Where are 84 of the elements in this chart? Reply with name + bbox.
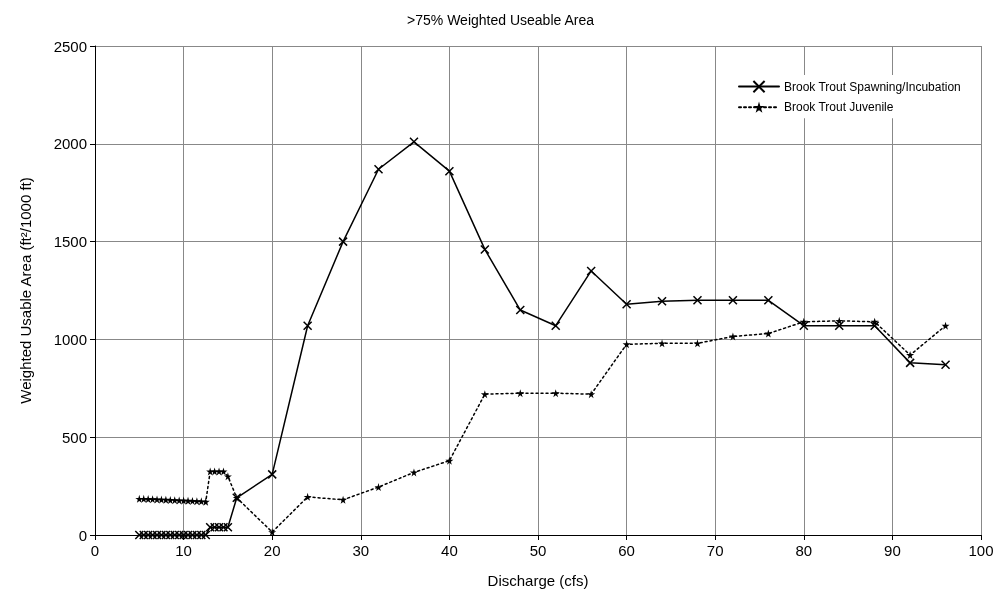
point — [622, 340, 631, 349]
point — [728, 332, 737, 341]
point — [339, 495, 348, 504]
point — [692, 295, 703, 306]
point — [303, 492, 312, 501]
x-axis-title: Discharge (cfs) — [487, 572, 589, 589]
point — [870, 317, 879, 326]
point — [196, 530, 207, 540]
point — [835, 316, 844, 325]
point — [374, 483, 383, 492]
point — [147, 530, 158, 540]
point — [906, 351, 915, 360]
point — [143, 530, 153, 540]
point — [169, 530, 180, 540]
point — [657, 296, 667, 307]
x-tick-label: 30 — [352, 542, 370, 559]
point — [551, 389, 560, 398]
point — [338, 236, 348, 247]
point — [834, 320, 844, 331]
point — [138, 530, 149, 540]
point — [187, 530, 198, 540]
x-tick-label: 50 — [529, 542, 547, 559]
x-tick-label: 60 — [618, 542, 635, 559]
point — [586, 266, 596, 276]
point — [940, 360, 951, 370]
point — [214, 522, 224, 532]
point — [373, 164, 384, 174]
point — [161, 530, 171, 540]
point — [869, 320, 880, 331]
point — [134, 530, 145, 540]
point — [444, 166, 455, 176]
point — [156, 530, 167, 540]
point — [658, 339, 667, 348]
point — [480, 244, 490, 255]
point — [197, 497, 206, 506]
point — [587, 390, 596, 399]
point — [516, 389, 525, 398]
point — [480, 390, 489, 399]
point — [201, 497, 210, 506]
point — [218, 522, 229, 532]
x-tick-label: 80 — [795, 542, 813, 559]
point — [153, 495, 162, 504]
x-tick-label: 70 — [706, 542, 724, 559]
point — [205, 522, 215, 532]
point — [302, 320, 313, 331]
point — [550, 320, 561, 331]
point — [192, 530, 202, 540]
point — [941, 321, 950, 330]
point — [209, 522, 220, 532]
point — [201, 530, 211, 540]
point — [178, 530, 189, 540]
y-tick-label: 2500 — [53, 37, 87, 55]
y-tick-label: 0 — [78, 526, 87, 544]
y-tick-label: 500 — [61, 428, 87, 446]
point — [693, 339, 702, 348]
x-tick-label: 0 — [90, 542, 100, 559]
point — [267, 469, 277, 480]
y-tick-label: 2000 — [53, 135, 87, 153]
point — [905, 358, 915, 368]
legend-label: Brook Trout Juvenile — [784, 100, 894, 115]
point — [409, 137, 419, 147]
point — [621, 299, 632, 309]
x-tick-label: 20 — [263, 542, 281, 559]
point — [183, 530, 193, 540]
chart-title: >75% Weighted Useable Area — [407, 12, 595, 28]
point — [763, 295, 774, 306]
point — [223, 522, 233, 532]
y-axis-title: Weighted Usable Area (ft²/1000 ft) — [17, 177, 34, 404]
point — [175, 496, 184, 505]
x-tick-label: 10 — [175, 542, 192, 559]
x-tick-label: 100 — [968, 542, 994, 559]
x-tick-label: 90 — [884, 542, 901, 559]
legend-label: Brook Trout Spawning/Incubation — [784, 79, 961, 94]
point — [728, 295, 738, 306]
point — [409, 468, 418, 477]
point — [165, 530, 176, 540]
y-tick-label: 1500 — [53, 233, 87, 251]
point — [515, 305, 526, 315]
y-tick-label: 1000 — [53, 330, 87, 348]
point — [799, 317, 808, 326]
point — [799, 320, 809, 331]
point — [152, 530, 162, 540]
x-tick-label: 40 — [441, 542, 458, 559]
point — [223, 472, 232, 481]
